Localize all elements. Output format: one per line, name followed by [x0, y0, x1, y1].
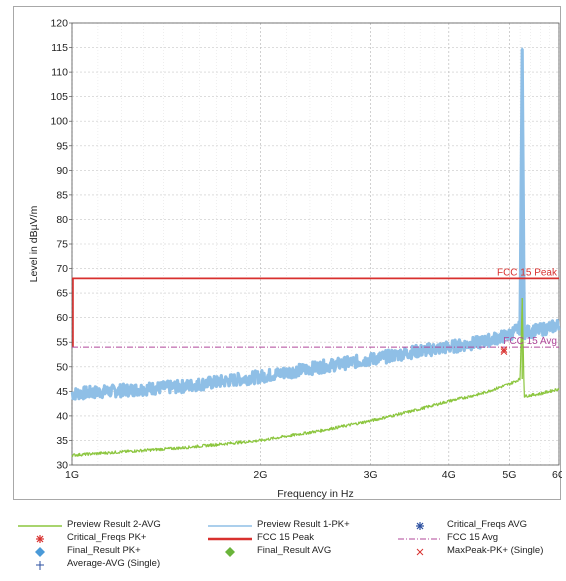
legend: Preview Result 2-AVG Preview Result 1-PK+… [0, 519, 566, 581]
y-tick-label: 35 [56, 435, 68, 447]
x-tick-label: 1G [65, 469, 79, 481]
limit-label: FCC 15 Avg [503, 336, 557, 347]
series-preview-result-1-pk- [70, 47, 561, 401]
y-tick-label: 70 [56, 263, 68, 275]
maxpeak-marker [500, 346, 508, 355]
y-tick-label: 115 [51, 42, 68, 54]
series-preview-result-2-avg [71, 298, 560, 458]
x-tick-label: 3G [364, 469, 378, 481]
y-axis-title: Level in dBµV/m [28, 205, 40, 282]
legend-symbol-x-icon [416, 548, 424, 556]
legend-symbol-star-icon [36, 535, 44, 543]
marker-stroke [500, 348, 508, 355]
legend-label: MaxPeak-PK+ (Single) [447, 545, 544, 556]
series-line [70, 48, 561, 401]
x-tick-label: 2G [253, 469, 267, 481]
legend-label: FCC 15 Peak [257, 532, 315, 543]
y-tick-label: 50 [56, 361, 68, 373]
y-tick-label: 80 [56, 214, 68, 226]
x-axis-title: Frequency in Hz [277, 488, 353, 500]
legend-label: FCC 15 Avg [447, 532, 499, 543]
y-tick-label: 100 [50, 116, 68, 128]
legend-label: Final_Result AVG [257, 545, 332, 556]
y-tick-label: 90 [56, 165, 68, 177]
y-tick-label: 110 [51, 67, 68, 79]
limit-label: FCC 15 Peak [497, 267, 558, 278]
legend-symbol-star-icon [416, 522, 424, 530]
legend-label: Critical_Freqs PK+ [67, 532, 147, 543]
legend-label: Final_Result PK+ [67, 545, 141, 556]
marker-stroke [500, 346, 508, 353]
y-tick-label: 55 [56, 337, 68, 349]
y-tick-label: 75 [56, 239, 68, 251]
grid-lines [71, 22, 560, 466]
limit-fcc-15-peak [72, 277, 559, 348]
legend-label: Preview Result 2-AVG [67, 519, 161, 530]
legend-symbol-diamond-icon [225, 547, 235, 557]
chart-frame: 30 35 40 45 50 55 60 65 70 75 80 85 90 95 100 105 110 115… [13, 6, 562, 501]
x-tick-label: 5G [502, 469, 516, 481]
chart-svg: 30 35 40 45 50 55 60 65 70 75 80 85 90 95 100 105 110 115… [28, 18, 562, 501]
y-tick-label: 40 [56, 410, 68, 422]
legend-symbol-line-icon [208, 525, 252, 527]
y-tick-label: 120 [50, 18, 68, 30]
x-tick-label: 4G [442, 469, 456, 481]
legend-label: Average-AVG (Single) [67, 558, 161, 569]
x-tick-label: 6G [552, 469, 562, 481]
series-line [71, 298, 560, 458]
y-tick-label: 45 [56, 386, 68, 398]
legend-symbol-plus-icon [36, 561, 44, 570]
y-tick-label: 30 [56, 460, 68, 472]
y-tick-label: 85 [56, 189, 68, 201]
legend-symbol-diamond-icon [35, 547, 45, 557]
y-tick-label: 105 [50, 91, 68, 103]
legend-symbol-thick-line-icon [208, 537, 252, 541]
legend-symbol-dashdot-icon [398, 538, 442, 540]
y-tick-label: 65 [56, 288, 68, 300]
y-tick-label: 60 [56, 312, 68, 324]
legend-symbol-line-icon [18, 525, 62, 527]
legend-label: Critical_Freqs AVG [447, 519, 528, 530]
y-tick-label: 95 [56, 140, 68, 152]
legend-label: Preview Result 1-PK+ [257, 519, 350, 530]
